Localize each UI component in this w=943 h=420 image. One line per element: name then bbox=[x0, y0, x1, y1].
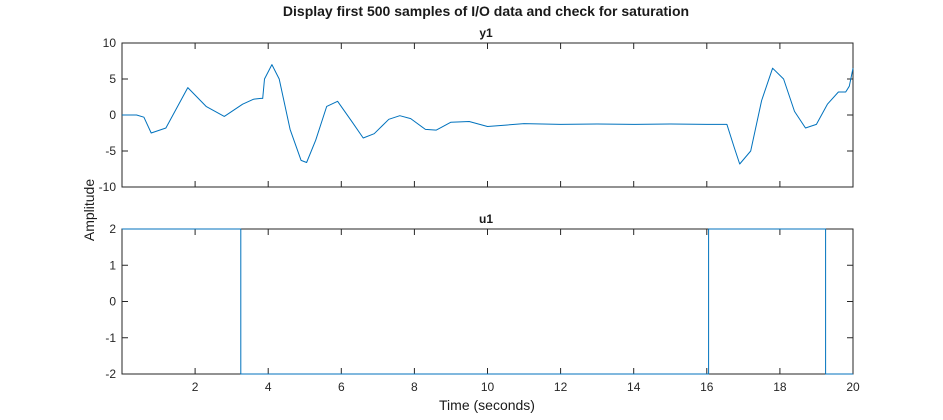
y-tick-label-u1: 2 bbox=[109, 222, 116, 236]
figure-title: Display first 500 samples of I/O data an… bbox=[283, 3, 689, 19]
plot-area-u1 bbox=[121, 228, 854, 375]
subplot-title-u1: u1 bbox=[479, 212, 493, 226]
series-line-u1 bbox=[122, 228, 853, 375]
x-tick-label: 6 bbox=[338, 380, 345, 394]
y-tick-label-y1: -5 bbox=[105, 144, 116, 158]
x-tick-label: 12 bbox=[554, 380, 568, 394]
x-tick-label: 8 bbox=[411, 380, 418, 394]
series-line-y1 bbox=[122, 64, 854, 165]
x-axis-label: Time (seconds) bbox=[439, 397, 535, 413]
x-tick-label: 2 bbox=[192, 380, 199, 394]
y-tick-label-y1: 5 bbox=[109, 72, 116, 86]
y-axis-label: Amplitude bbox=[81, 179, 97, 241]
x-tick-label: 16 bbox=[700, 380, 714, 394]
x-tick-label: 4 bbox=[265, 380, 272, 394]
y-tick-label-u1: -2 bbox=[105, 367, 116, 381]
y-tick-label-y1: 0 bbox=[109, 108, 116, 122]
x-tick-label: 10 bbox=[481, 380, 495, 394]
y-tick-label-u1: 0 bbox=[109, 295, 116, 309]
subplot-u1: 210-1-22 4 6 8 10 12 14 16 18 20 bbox=[105, 222, 860, 394]
y-tick-label-y1: -10 bbox=[99, 180, 117, 194]
y-tick-label-u1: -1 bbox=[105, 331, 116, 345]
x-tick-label: 18 bbox=[773, 380, 787, 394]
subplot-title-y1: y1 bbox=[479, 26, 493, 40]
x-tick-label: 14 bbox=[627, 380, 641, 394]
subplot-y1: 10 5 0 -5 -10 bbox=[99, 36, 854, 194]
y-tick-label-u1: 1 bbox=[109, 258, 116, 272]
y-tick-label-y1: 10 bbox=[103, 36, 117, 50]
plot-area-y1 bbox=[121, 42, 854, 188]
x-tick-label: 20 bbox=[846, 380, 860, 394]
